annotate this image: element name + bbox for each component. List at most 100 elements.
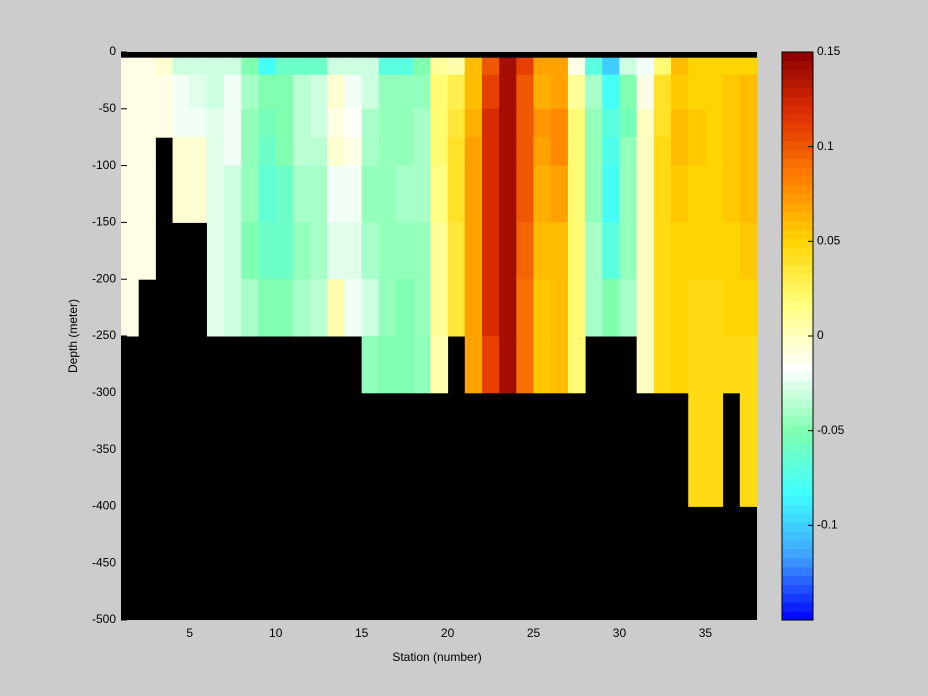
cell (550, 108, 569, 138)
colorbar-swatch (782, 566, 813, 577)
cell (310, 137, 328, 167)
cell (602, 108, 620, 138)
cell (739, 279, 758, 337)
cell (172, 137, 191, 167)
cell (361, 279, 380, 337)
cell (121, 137, 139, 167)
cell (688, 74, 706, 110)
colorbar-swatch (782, 140, 813, 151)
cell (481, 222, 500, 280)
colorbar-swatch (782, 158, 813, 168)
cell (344, 74, 363, 110)
cell (671, 108, 689, 138)
y-tick-label: -200 (92, 271, 116, 285)
y-tick-label: -100 (92, 158, 116, 172)
y-tick-label: 0 (109, 44, 116, 58)
cell (189, 74, 208, 110)
cell (361, 108, 380, 138)
colorbar-swatch (782, 52, 813, 62)
cell (653, 222, 672, 280)
cell (138, 222, 156, 280)
cell (378, 137, 397, 167)
cell (413, 165, 431, 223)
cell (327, 108, 345, 138)
colorbar-swatch (782, 69, 813, 80)
colorbar-swatch (782, 415, 813, 426)
cell (275, 222, 294, 280)
colorbar-swatch (782, 291, 813, 301)
cell (550, 137, 569, 167)
colorbar-swatch (782, 513, 813, 523)
cell (464, 137, 483, 167)
cell (739, 336, 758, 394)
cell (378, 165, 397, 223)
cell (705, 137, 724, 167)
cell (361, 57, 380, 76)
colorbar-swatch (782, 407, 813, 417)
y-axis-label: Depth (meter) (66, 299, 80, 373)
cell (464, 279, 483, 337)
cell (310, 165, 328, 223)
cell (705, 108, 724, 138)
cell (481, 165, 500, 223)
cell (705, 392, 724, 507)
cell (516, 336, 535, 394)
cell (653, 57, 672, 76)
cell (481, 74, 500, 110)
cell (619, 222, 638, 280)
cell (636, 165, 655, 223)
colorbar-swatch (782, 247, 813, 257)
cell (671, 137, 689, 167)
cell (378, 336, 397, 394)
cell (636, 279, 655, 337)
colorbar-swatch (782, 194, 813, 204)
cell (550, 222, 569, 280)
cell (275, 74, 294, 110)
cell (722, 222, 741, 280)
cell (447, 279, 466, 337)
x-tick-label: 30 (613, 626, 627, 640)
colorbar-swatch (782, 229, 813, 239)
cell (396, 137, 414, 167)
cell (464, 74, 483, 110)
cell (671, 222, 689, 280)
cell (464, 222, 483, 280)
cell (327, 165, 345, 223)
colorbar-swatch (782, 167, 813, 177)
cell (241, 165, 260, 223)
cell (430, 57, 449, 76)
colorbar-swatch (782, 398, 813, 408)
cell (327, 222, 345, 280)
colorbar-swatch (782, 256, 813, 266)
colorbar-swatch (782, 265, 813, 275)
colorbar-swatch (782, 78, 813, 88)
cell (464, 108, 483, 138)
cell (636, 336, 655, 394)
colorbar-swatch (782, 433, 813, 443)
cell (241, 279, 260, 337)
cell (241, 137, 260, 167)
cell (499, 279, 517, 337)
cell (430, 137, 449, 167)
colorbar-swatch (782, 611, 813, 621)
colorbar-swatch (782, 114, 813, 124)
cell (310, 222, 328, 280)
cell (396, 222, 414, 280)
cell (241, 108, 260, 138)
cell (378, 222, 397, 280)
x-tick-label: 25 (527, 626, 541, 640)
cell (327, 74, 345, 110)
cell (292, 137, 311, 167)
cell (292, 165, 311, 223)
cell (688, 279, 706, 337)
cell (722, 108, 741, 138)
colorbar-swatch (782, 327, 813, 337)
x-tick-label: 20 (441, 626, 455, 640)
colorbar-tick-label: 0.15 (817, 44, 841, 58)
colorbar-swatch (782, 531, 813, 541)
cell (327, 137, 345, 167)
cell (447, 222, 466, 280)
cell (344, 57, 363, 76)
cell (688, 108, 706, 138)
